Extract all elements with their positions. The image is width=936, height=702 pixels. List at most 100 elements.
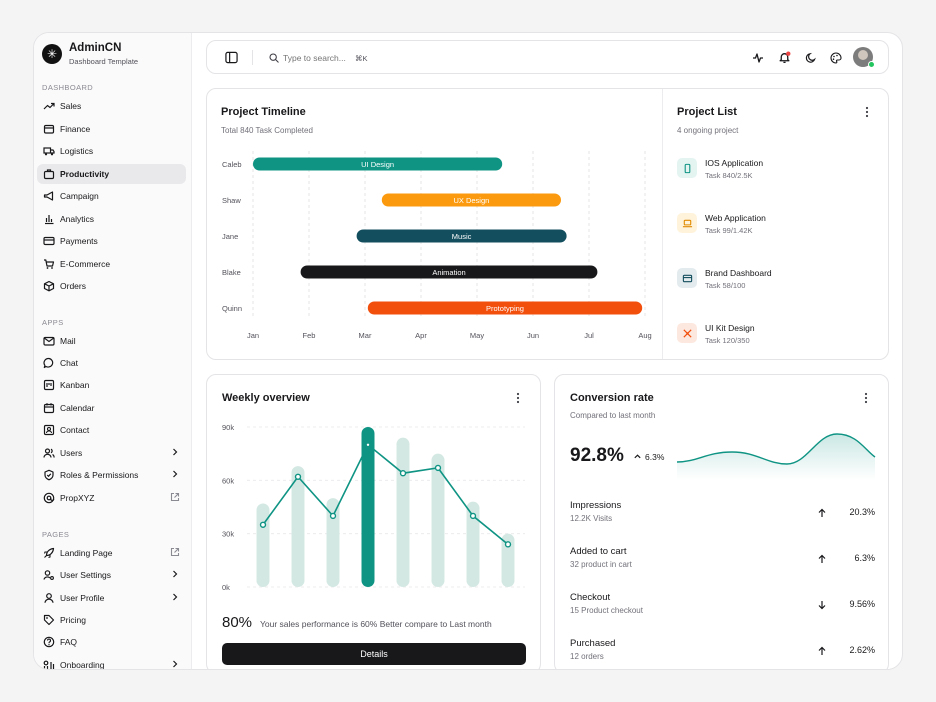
search-box[interactable]: ⌘K <box>269 50 419 66</box>
bell-icon[interactable] <box>778 51 791 64</box>
weekly-bar[interactable] <box>326 498 340 587</box>
metric-name: Purchased <box>570 638 616 649</box>
weekly-overview-card: Weekly overview 90k 60k 30k 0k 80% Your sal… <box>206 374 541 669</box>
weekly-trend-line <box>262 443 509 545</box>
sidebar-item-chat[interactable]: Chat <box>37 353 186 373</box>
timeline-month-label: May <box>470 331 484 340</box>
sidebar-toggle-icon[interactable] <box>225 51 238 64</box>
sidebar-item-roles-permissions[interactable]: Roles & Permissions <box>37 465 186 485</box>
weekly-bar[interactable] <box>396 437 410 587</box>
sidebar-item-propxyz[interactable]: PropXYZ <box>37 488 186 508</box>
sidebar-item-mail[interactable]: Mail <box>37 331 186 351</box>
sidebar-item-label: Sales <box>60 101 82 111</box>
metric-row: Impressions 12.2K Visits 20.3% <box>570 500 875 532</box>
sidebar-item-landing-page[interactable]: Landing Page <box>37 543 186 563</box>
weekly-bar[interactable] <box>431 453 445 587</box>
sidebar-item-finance[interactable]: Finance <box>37 119 186 139</box>
topbar: ⌘K <box>206 40 889 74</box>
weekly-menu-icon[interactable] <box>513 391 523 405</box>
sidebar-item-campaign[interactable]: Campaign <box>37 186 186 206</box>
weekly-bar[interactable] <box>256 503 270 587</box>
user-cog-icon <box>43 570 54 580</box>
metric-subtext: 12.2K Visits <box>570 514 613 523</box>
timeline-bar[interactable] <box>356 229 567 243</box>
metric-subtext: 32 product in cart <box>570 560 632 569</box>
sidebar-item-faq[interactable]: FAQ <box>37 632 186 652</box>
sidebar-item-onboarding[interactable]: Onboarding <box>37 655 186 669</box>
timeline-person-label: Caleb <box>222 160 242 169</box>
sidebar-item-orders[interactable]: Orders <box>37 276 186 296</box>
chevron-right-icon <box>173 470 178 478</box>
timeline-subtitle: Total 840 Task Completed <box>221 126 313 135</box>
sidebar-item-user-settings[interactable]: User Settings <box>37 565 186 585</box>
laptop-icon <box>682 219 692 227</box>
sidebar-item-pricing[interactable]: Pricing <box>37 610 186 630</box>
details-button[interactable]: Details <box>222 643 526 665</box>
palette-icon[interactable] <box>830 52 842 64</box>
conversion-menu-icon[interactable] <box>861 391 871 405</box>
megaphone-icon <box>43 191 54 201</box>
sparkline-area <box>677 434 875 480</box>
avatar[interactable] <box>853 47 875 68</box>
timeline-bar[interactable] <box>253 157 503 171</box>
sidebar-item-label: Users <box>60 448 83 458</box>
sidebar-item-logistics[interactable]: Logistics <box>37 141 186 161</box>
weekly-bar[interactable] <box>361 427 375 587</box>
sidebar-item-productivity[interactable]: Productivity <box>37 164 186 184</box>
timeline-month-label: Jul <box>584 331 594 340</box>
sidebar-item-payments[interactable]: Payments <box>37 231 186 251</box>
metric-value: 9.56% <box>849 599 875 609</box>
sidebar: ✳ AdminCN Dashboard Template DASHBOARD A… <box>34 33 192 669</box>
weekly-trend-point <box>259 521 267 528</box>
topbar-divider <box>252 50 253 65</box>
project-task-count: Task 120/350 <box>705 336 750 345</box>
timeline-bar[interactable] <box>367 301 643 315</box>
chevron-right-icon <box>173 448 178 456</box>
sidebar-item-label: Campaign <box>60 191 99 201</box>
weekly-y-tick: 60k <box>222 476 234 485</box>
online-status-dot <box>868 61 875 68</box>
moon-icon[interactable] <box>805 52 817 64</box>
timeline-bar-label: UX Design <box>453 196 489 205</box>
search-input[interactable] <box>283 53 353 63</box>
sidebar-item-label: Roles & Permissions <box>60 470 139 480</box>
project-list-item[interactable]: UI Kit Design Task 120/350 <box>677 323 755 345</box>
sidebar-item-user-profile[interactable]: User Profile <box>37 588 186 608</box>
project-list-menu-icon[interactable] <box>862 105 872 119</box>
sidebar-item-calendar[interactable]: Calendar <box>37 398 186 418</box>
conversion-value: 92.8% <box>570 445 624 466</box>
timeline-month-label: Jun <box>527 331 539 340</box>
timeline-month-label: Mar <box>359 331 372 340</box>
timeline-bar[interactable] <box>381 193 561 207</box>
activity-icon[interactable] <box>752 52 764 64</box>
brand-subtitle: Dashboard Template <box>69 57 139 66</box>
metric-name: Added to cart <box>570 546 627 557</box>
weekly-bar[interactable] <box>466 501 480 587</box>
avatar-face <box>858 50 868 60</box>
weekly-bar[interactable] <box>501 533 515 587</box>
weekly-chart: 90k 60k 30k 0k <box>222 423 525 592</box>
metric-name: Impressions <box>570 500 622 511</box>
timeline-bar[interactable] <box>300 265 598 279</box>
project-list-item[interactable]: Brand Dashboard Task 58/100 <box>677 268 772 290</box>
phone-icon <box>684 163 690 173</box>
project-icon-badge <box>677 268 697 288</box>
sidebar-item-sales[interactable]: Sales <box>37 96 186 116</box>
project-list-item[interactable]: IOS Application Task 840/2.5K <box>677 158 763 180</box>
weekly-trend-point <box>329 512 337 520</box>
sidebar-item-users[interactable]: Users <box>37 443 186 463</box>
sidebar-item-e-commerce[interactable]: E-Commerce <box>37 254 186 274</box>
sidebar-item-contact[interactable]: Contact <box>37 420 186 440</box>
brand[interactable]: ✳ AdminCN Dashboard Template <box>42 42 138 66</box>
sidebar-item-analytics[interactable]: Analytics <box>37 209 186 229</box>
sidebar-item-label: Productivity <box>60 169 110 179</box>
contact-icon <box>43 424 55 436</box>
project-list-item[interactable]: Web Application Task 99/1.42K <box>677 213 766 235</box>
weekly-bar[interactable] <box>291 466 305 587</box>
weekly-trend-point <box>469 512 477 520</box>
credit-card-icon <box>43 236 55 246</box>
weekly-caption: Your sales performance is 60% Better com… <box>260 619 492 629</box>
sidebar-item-label: Orders <box>60 281 86 291</box>
timeline-month-label: Apr <box>415 331 427 340</box>
sidebar-item-kanban[interactable]: Kanban <box>37 375 186 395</box>
